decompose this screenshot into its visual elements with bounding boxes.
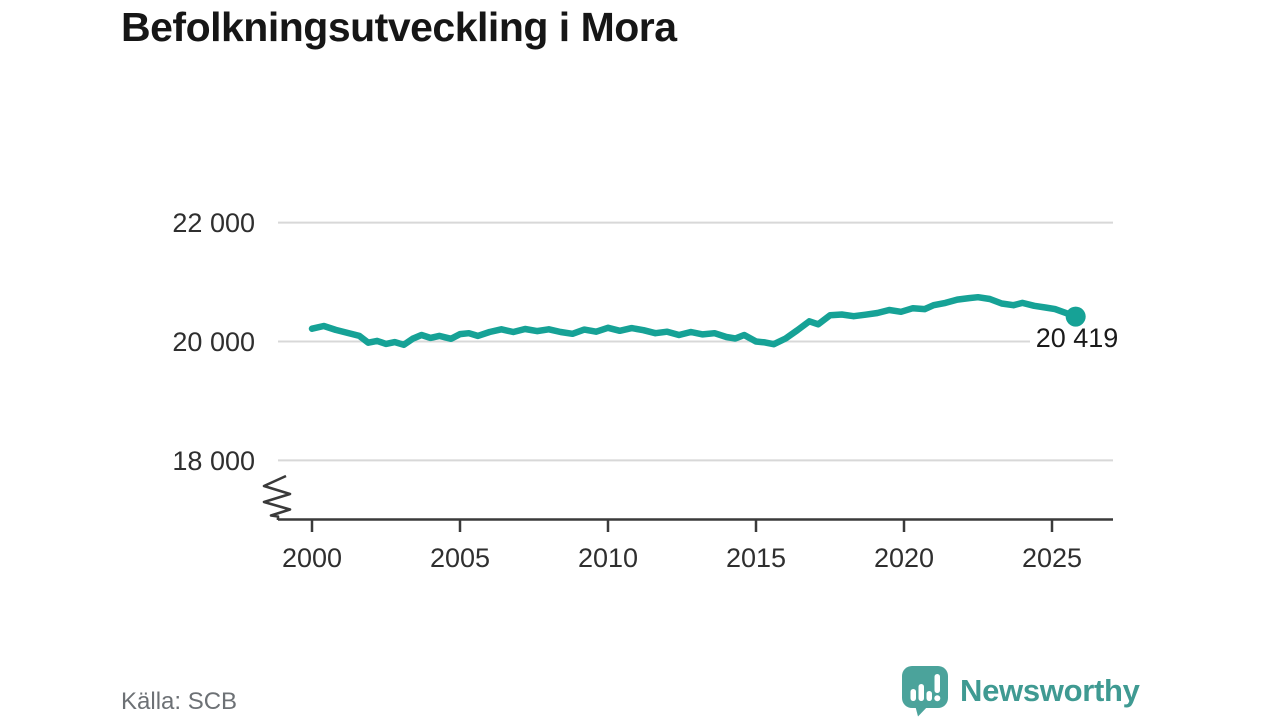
latest-value-label: 20 419 [1035,323,1119,353]
x-axis-tick-label: 2010 [578,543,638,573]
source-attribution: Källa: SCB [121,688,238,715]
newsworthy-logo: Newsworthy [901,665,1140,717]
x-axis-tick-label: 2015 [726,543,786,573]
newsworthy-logo-text: Newsworthy [960,673,1140,708]
y-axis-tick-label: 18 000 [172,446,255,476]
y-axis-tick-label: 22 000 [172,208,255,238]
population-line [308,293,1079,349]
x-axis-tick-label: 2020 [874,543,934,573]
end-point-dot [1065,306,1086,327]
x-axis-tick-label: 2005 [430,543,490,573]
newsworthy-speech-bubble-icon [902,666,948,717]
page-title: Befolkningsutveckling i Mora [121,4,677,50]
x-axis-tick-label: 2025 [1022,543,1082,573]
x-axis-tick-label: 2000 [282,543,342,573]
y-axis-tick-label: 20 000 [172,327,255,357]
y-axis-break-icon [262,474,292,520]
